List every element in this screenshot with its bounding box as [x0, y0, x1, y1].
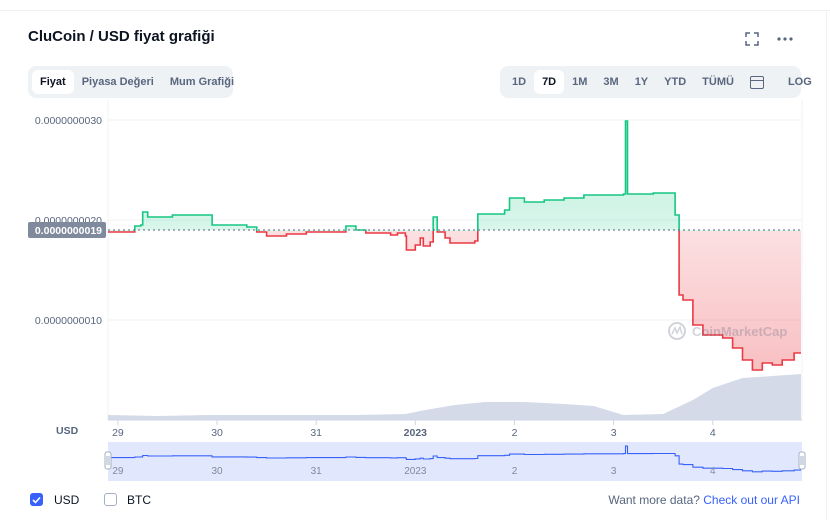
navigator-right-handle[interactable] [798, 451, 806, 470]
range-1y[interactable]: 1Y [634, 76, 649, 88]
y-tick-label: 0.0000000010 [35, 315, 102, 327]
coinmarketcap-logo: CoinMarketCap [668, 322, 787, 340]
watermark-text: CoinMarketCap [692, 324, 787, 339]
range-3m[interactable]: 3M [603, 76, 619, 88]
range-7d[interactable]: 7D [534, 70, 565, 94]
x-tick-label: 3 [611, 427, 617, 439]
volume-area [108, 374, 802, 420]
x-tick-label: 29 [112, 427, 124, 439]
right-divider [826, 10, 827, 520]
more-dots-icon[interactable] [776, 30, 794, 48]
currency-axis-label: USD [56, 425, 79, 437]
navigator-tick-label: 29 [112, 466, 124, 477]
expand-icon[interactable] [743, 30, 761, 48]
usd-toggle-label: USD [54, 493, 80, 507]
calendar-button[interactable] [742, 70, 772, 94]
top-divider [0, 10, 830, 11]
range-tabs: 1D 7D 1M 3M 1Y YTD TÜMÜ LOG [500, 66, 812, 98]
range-ytd[interactable]: YTD [664, 76, 687, 88]
navigator-selection [108, 442, 802, 481]
current-price-badge [28, 222, 106, 238]
navigator-tick-label: 4 [710, 466, 716, 477]
api-promo: Want more data? Check out our API [608, 493, 800, 507]
range-1d[interactable]: 1D [512, 76, 527, 88]
navigator-tick-label: 31 [311, 466, 323, 477]
calendar-icon [749, 75, 764, 89]
navigator-tick-label: 2 [512, 466, 518, 477]
tab-market-cap[interactable]: Piyasa Değeri [81, 76, 154, 88]
navigator-tick-label: 30 [211, 466, 223, 477]
view-tabs: Fiyat Piyasa Değeri Mum Grafiği [28, 66, 234, 98]
api-promo-text: Want more data? [608, 493, 700, 507]
navigator-line [108, 445, 801, 473]
x-tick-label: 2 [512, 427, 518, 439]
navigator-tick-label: 3 [611, 466, 617, 477]
btc-toggle-label: BTC [127, 493, 151, 507]
x-tick-label: 31 [310, 427, 322, 439]
navigator-tick-label: 2023 [404, 466, 427, 477]
btc-checkbox[interactable] [104, 493, 117, 506]
x-tick-label: 4 [710, 427, 716, 439]
tab-candlestick[interactable]: Mum Grafiği [169, 76, 235, 88]
up-area-fill [108, 121, 801, 231]
navigator-left-handle[interactable] [104, 451, 112, 470]
y-tick-label: 0.0000000030 [35, 115, 102, 127]
api-link[interactable]: Check out our API [703, 493, 800, 507]
check-icon [32, 496, 41, 504]
tab-price[interactable]: Fiyat [32, 70, 74, 94]
current-price-label: 0.0000000019 [35, 225, 102, 237]
price-line-down [108, 231, 801, 371]
x-tick-label: 2023 [404, 427, 428, 439]
x-tick-label: 30 [211, 427, 223, 439]
usd-checkbox[interactable] [30, 493, 43, 506]
range-all[interactable]: TÜMÜ [702, 76, 734, 88]
chart-title: CluCoin / USD fiyat grafiği [28, 28, 215, 45]
down-area-fill [108, 231, 801, 370]
range-1m[interactable]: 1M [572, 76, 588, 88]
log-scale-button[interactable]: LOG [787, 76, 812, 88]
